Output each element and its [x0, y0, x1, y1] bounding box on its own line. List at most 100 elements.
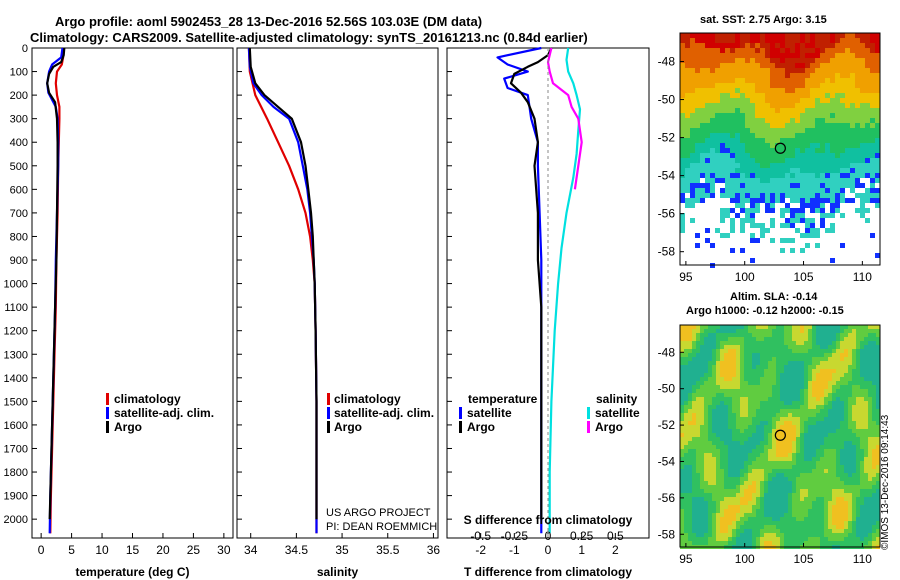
map-cell	[684, 513, 688, 517]
map-cell	[756, 509, 760, 513]
map-cell	[768, 453, 772, 457]
map-cell	[744, 405, 748, 409]
map-cell	[820, 198, 825, 203]
map-cell	[710, 123, 715, 128]
map-cell	[816, 349, 820, 353]
map-cell	[792, 413, 796, 417]
map-cell	[852, 349, 856, 353]
map-cell	[740, 48, 745, 53]
map-cell	[836, 497, 840, 501]
map-cell	[800, 469, 804, 473]
map-cell	[804, 381, 808, 385]
map-cell	[770, 58, 775, 63]
map-cell	[748, 445, 752, 449]
map-cell	[855, 138, 860, 143]
map-cell	[820, 103, 825, 108]
map-cell	[680, 381, 684, 385]
map-cell	[784, 437, 788, 441]
map-cell	[720, 441, 724, 445]
map-cell	[876, 333, 880, 337]
map-cell	[876, 353, 880, 357]
map-cell	[765, 118, 770, 123]
map-cell	[705, 93, 710, 98]
map-cell	[750, 188, 755, 193]
map-cell	[828, 461, 832, 465]
map-cell	[680, 377, 684, 381]
map-cell	[840, 128, 845, 133]
map-cell	[870, 78, 875, 83]
map-cell	[772, 385, 776, 389]
map-cell	[795, 118, 800, 123]
map-cell	[736, 457, 740, 461]
map-cell	[748, 373, 752, 377]
map-cell	[795, 208, 800, 213]
map-cell	[840, 38, 845, 43]
map-cell	[760, 509, 764, 513]
map-cell	[755, 43, 760, 48]
map-cell	[752, 325, 756, 329]
map-cell	[715, 183, 720, 188]
map-cell	[840, 218, 845, 223]
map-cell	[820, 123, 825, 128]
map-cell	[860, 365, 864, 369]
map-cell	[724, 505, 728, 509]
legend-title: temperature	[468, 392, 538, 406]
map-cell	[836, 505, 840, 509]
map-cell	[788, 369, 792, 373]
map-cell	[840, 497, 844, 501]
map-cell	[800, 393, 804, 397]
map-cell	[830, 228, 835, 233]
map-cell	[765, 78, 770, 83]
map-cell	[755, 118, 760, 123]
map-cell	[772, 373, 776, 377]
map-cell	[760, 421, 764, 425]
map-cell	[824, 353, 828, 357]
map-cell	[832, 393, 836, 397]
map-cell	[740, 533, 744, 537]
map-cell	[795, 68, 800, 73]
map-cell	[764, 505, 768, 509]
map-cell	[772, 421, 776, 425]
map-cell	[828, 369, 832, 373]
legend-swatch	[459, 407, 462, 419]
map-cell	[750, 78, 755, 83]
map-cell	[860, 248, 865, 253]
map-cell	[770, 233, 775, 238]
map-cell	[800, 349, 804, 353]
map-cell	[780, 537, 784, 541]
map-cell	[710, 228, 715, 233]
map-cell	[876, 489, 880, 493]
map-cell	[855, 123, 860, 128]
map-cell	[720, 173, 725, 178]
map-cell	[860, 401, 864, 405]
map-cell	[684, 501, 688, 505]
map-cell	[688, 429, 692, 433]
map-cell	[825, 118, 830, 123]
map-cell	[848, 413, 852, 417]
map-cell	[735, 253, 740, 258]
map-cell	[856, 417, 860, 421]
map-cell	[772, 501, 776, 505]
map-cell	[760, 53, 765, 58]
map-cell	[756, 421, 760, 425]
map-cell	[760, 337, 764, 341]
map-cell	[872, 401, 876, 405]
map-cell	[725, 243, 730, 248]
map-cell	[820, 457, 824, 461]
map-cell	[810, 128, 815, 133]
map-cell	[836, 333, 840, 337]
map-cell	[864, 329, 868, 333]
map-cell	[705, 153, 710, 158]
map-cell	[830, 213, 835, 218]
map-cell	[845, 188, 850, 193]
map-cell	[832, 493, 836, 497]
map-cell	[856, 437, 860, 441]
map-cell	[860, 38, 865, 43]
map-cell	[836, 341, 840, 345]
map-cell	[810, 163, 815, 168]
map-cell	[764, 385, 768, 389]
map-cell	[795, 158, 800, 163]
map-cell	[876, 465, 880, 469]
map-cell	[828, 501, 832, 505]
map-cell	[868, 533, 872, 537]
